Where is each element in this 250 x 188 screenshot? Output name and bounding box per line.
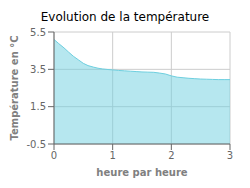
svg-text:0: 0 xyxy=(51,150,57,161)
svg-text:-0.5: -0.5 xyxy=(26,139,46,150)
svg-text:3: 3 xyxy=(227,150,233,161)
svg-text:3.5: 3.5 xyxy=(30,64,46,75)
svg-text:Température en °C: Température en °C xyxy=(9,35,20,140)
svg-text:heure par heure: heure par heure xyxy=(96,167,187,178)
svg-text:2: 2 xyxy=(168,150,174,161)
html-text:Evolution de la température: Evolution de la température xyxy=(40,10,210,24)
svg-text:1.5: 1.5 xyxy=(30,101,46,112)
svg-text:5.5: 5.5 xyxy=(30,27,46,38)
svg-text:1: 1 xyxy=(109,150,115,161)
